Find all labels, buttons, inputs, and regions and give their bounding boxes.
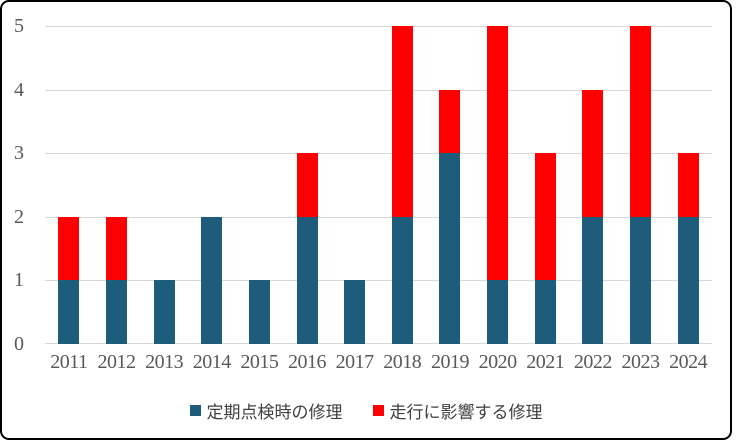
x-tick-label-2011: 2011 [50,351,88,373]
gridline-y-5 [45,26,712,27]
bar-cell-2012 [93,26,141,344]
bar-segment-2023-series-1 [630,216,651,344]
gridline-y-4 [45,89,712,91]
stacked-bar-2014 [201,216,223,344]
x-tick-label-2015: 2015 [240,351,279,373]
stacked-bar-2022 [582,89,604,344]
gridline-y-0 [45,343,712,344]
bar-segment-2020-series-1 [487,280,509,344]
bar-cell-2022 [569,26,617,344]
bar-segment-2023-series-2 [630,26,651,217]
bar-cell-2011 [45,26,93,344]
stacked-bar-2020 [487,26,509,344]
y-tick-label-5: 5 [14,15,24,37]
y-tick-label-4: 4 [14,78,24,101]
gridline-y-1 [45,280,712,282]
gridline-y-3 [45,153,712,155]
bar-cell-2013 [140,26,188,344]
bar-segment-2012-series-2 [105,216,127,281]
legend-item-series-1: 定期点検時の修理 [189,398,343,423]
legend-swatch-red-icon [372,405,384,416]
stacked-bar-2013 [153,280,175,344]
bar-segment-2011-series-2 [58,216,80,281]
stacked-bar-2011 [58,216,80,344]
x-tick-label-2023: 2023 [621,351,660,373]
bar-segment-2018-series-2 [391,26,413,217]
legend-label-series-1: 定期点検時の修理 [206,403,343,422]
bar-cell-2017 [331,26,379,344]
x-tick-label-2018: 2018 [383,351,422,373]
bar-segment-2021-series-1 [534,280,556,344]
y-axis-tick-labels: 0 1 2 3 4 5 [2,2,38,438]
x-tick-label-2024: 2024 [669,351,708,373]
y-tick-label-1: 1 [14,269,24,292]
x-tick-label-2022: 2022 [573,351,612,373]
x-tick-label-2013: 2013 [145,351,184,373]
stacked-bar-2024 [677,153,699,344]
bar-cell-2018 [378,26,426,344]
bar-segment-2013-series-1 [153,280,175,344]
y-tick-label-0: 0 [14,333,24,355]
bar-segment-2017-series-1 [344,280,366,344]
chart-legend: 定期点検時の修理 走行に影響する修理 [2,398,730,423]
bar-cell-2015 [236,26,284,344]
bars-container [45,26,712,344]
bar-cell-2016 [283,26,331,344]
stacked-bar-2019 [439,89,461,344]
bar-segment-2024-series-1 [677,216,699,344]
x-tick-label-2014: 2014 [192,351,231,373]
y-tick-label-3: 3 [14,142,24,165]
y-tick-label-2: 2 [14,205,24,228]
bar-segment-2014-series-1 [201,216,223,344]
bar-segment-2021-series-2 [534,153,556,281]
bar-segment-2022-series-1 [582,216,604,344]
stacked-bar-2012 [105,216,127,344]
legend-label-series-2: 走行に影響する修理 [389,403,543,422]
stacked-bar-2021 [534,153,556,344]
gridline-y-2 [45,216,712,218]
bar-segment-2012-series-1 [105,280,127,344]
x-tick-label-2019: 2019 [430,351,469,373]
x-tick-label-2012: 2012 [97,351,136,373]
bar-segment-2011-series-1 [58,280,80,344]
bar-segment-2016-series-2 [296,153,318,217]
bar-segment-2020-series-2 [487,26,509,281]
stacked-bar-2017 [344,280,366,344]
bar-segment-2016-series-1 [296,216,318,344]
bar-cell-2020 [474,26,522,344]
bar-cell-2023 [617,26,665,344]
x-tick-label-2017: 2017 [335,351,374,373]
bar-segment-2015-series-1 [248,280,270,344]
legend-item-series-2: 走行に影響する修理 [372,398,543,423]
bar-cell-2021 [521,26,569,344]
x-tick-label-2020: 2020 [478,351,517,373]
stacked-bar-2023 [630,26,651,344]
plot-area [45,26,712,344]
stacked-bar-2016 [296,153,318,344]
bar-cell-2024 [664,26,712,344]
stacked-bar-2018 [391,26,413,344]
bar-segment-2019-series-1 [439,153,461,344]
stacked-bar-2015 [248,280,270,344]
legend-swatch-blue-icon [189,405,201,416]
bar-cell-2014 [188,26,236,344]
bar-segment-2024-series-2 [677,153,699,217]
x-axis-tick-labels: 2011 2012 2013 2014 2015 2016 2017 2018 2019 2020… [45,350,712,374]
x-tick-label-2021: 2021 [526,351,565,373]
x-tick-label-2016: 2016 [288,351,327,373]
bar-segment-2022-series-2 [582,89,604,217]
bar-cell-2019 [426,26,474,344]
bar-segment-2018-series-1 [391,216,413,344]
bar-segment-2019-series-2 [439,89,461,154]
